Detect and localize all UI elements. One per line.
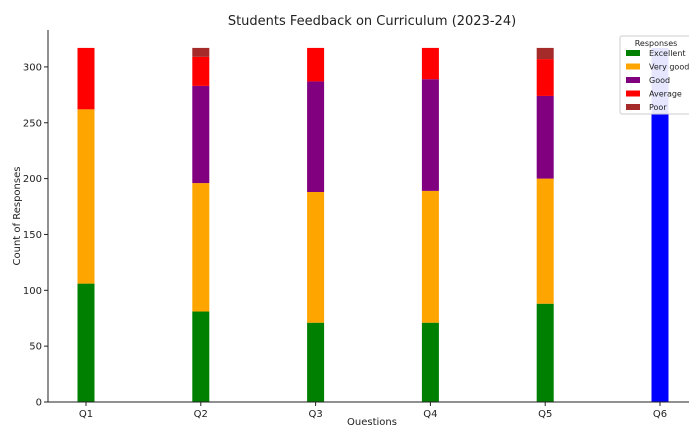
legend-swatch: [626, 63, 640, 70]
legend-label: Poor: [649, 103, 667, 112]
y-tick-label: 50: [29, 342, 42, 353]
bar-segment: [307, 47, 325, 82]
bar-segment: [192, 56, 210, 86]
y-tick-label: 0: [36, 398, 42, 409]
x-tick-label: Q5: [538, 409, 552, 420]
bars-group: [77, 47, 669, 402]
x-tick-label: Q3: [308, 409, 322, 420]
x-axis-label: Questions: [347, 417, 397, 425]
y-tick-label: 100: [23, 286, 42, 297]
legend-label: Good: [649, 76, 670, 85]
bar-segment: [77, 47, 95, 110]
legend-swatch: [626, 77, 640, 83]
y-tick-label: 250: [23, 118, 42, 129]
legend-title: Responses: [635, 39, 678, 48]
bar-segment: [77, 283, 95, 402]
x-tick-label: Q6: [653, 409, 667, 420]
bar-segment: [421, 47, 439, 80]
bar-segment: [307, 192, 325, 323]
bar-segment: [651, 47, 669, 402]
y-tick-label: 200: [23, 174, 42, 185]
bar-segment: [307, 81, 325, 193]
bar-segment: [192, 47, 210, 57]
bar-segment: [421, 79, 439, 191]
bar-segment: [536, 303, 554, 402]
bar-segment: [536, 47, 554, 60]
bar-segment: [421, 322, 439, 402]
legend-label: Average: [649, 90, 682, 99]
x-tick-label: Q1: [79, 409, 93, 420]
legend-swatch: [626, 90, 640, 97]
axes-group: [47, 30, 689, 403]
x-ticks-group: Q1 Q2 Q3 Q4 Q5 Q6: [79, 402, 667, 420]
bar-segment: [536, 95, 554, 179]
bar-segment: [192, 85, 210, 184]
x-tick-label: Q2: [194, 409, 208, 420]
x-tick-label: Q4: [423, 409, 437, 420]
bar-segment: [421, 190, 439, 323]
bar-segment: [536, 178, 554, 304]
legend-swatch: [626, 50, 640, 56]
bar-segment: [77, 109, 95, 284]
bar-segment: [192, 311, 210, 402]
y-tick-label: 150: [23, 230, 42, 241]
bar-segment: [536, 59, 554, 96]
y-tick-label: 300: [23, 62, 42, 73]
legend-label: Excellent: [649, 49, 686, 58]
y-axis-label: Count of Responses: [12, 167, 23, 266]
bar-segment: [307, 322, 325, 402]
bar-segment: [192, 183, 210, 312]
chart-title: Students Feedback on Curriculum (2023-24…: [228, 14, 516, 29]
legend-items: Excellent Very good Good Average Poor: [626, 49, 689, 112]
legend: Responses Excellent Very good Good Average P…: [619, 35, 689, 115]
legend-swatch: [626, 104, 640, 110]
y-ticks-group: 0 50 100 150 200 250 300: [23, 62, 48, 409]
legend-label: Very good: [649, 63, 689, 72]
